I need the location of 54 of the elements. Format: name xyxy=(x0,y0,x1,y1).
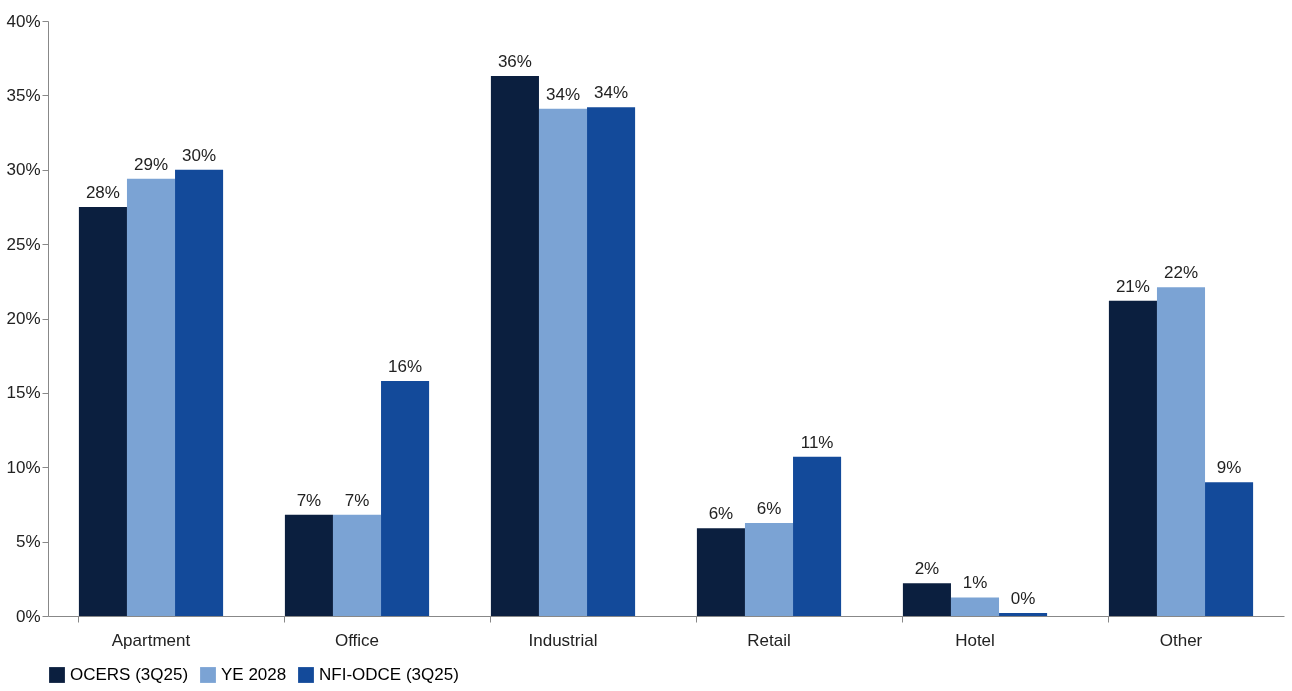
x-tick-label: Hotel xyxy=(955,630,995,650)
data-label: 22% xyxy=(1163,263,1199,283)
x-tick-label: Office xyxy=(334,630,380,650)
data-label: 1% xyxy=(962,573,988,593)
bar xyxy=(126,178,176,616)
x-tick-label: Other xyxy=(1159,630,1203,650)
data-label: 29% xyxy=(133,154,169,174)
data-label: 34% xyxy=(545,84,581,104)
y-tick-label: 30% xyxy=(6,160,41,180)
data-label: 28% xyxy=(85,182,120,202)
y-tick-label: 5% xyxy=(15,532,41,552)
bar xyxy=(78,206,127,616)
data-label: 7% xyxy=(344,490,370,510)
data-label: 11% xyxy=(800,432,834,452)
bar xyxy=(744,523,794,616)
data-label: 34% xyxy=(594,83,629,103)
bar xyxy=(587,107,636,616)
data-label: 7% xyxy=(296,490,322,510)
data-label: 6% xyxy=(708,504,734,524)
data-label: 0% xyxy=(1010,589,1036,609)
bar xyxy=(1156,287,1206,616)
data-label: 21% xyxy=(1115,276,1150,296)
x-tick-label: Retail xyxy=(747,630,791,650)
bar xyxy=(696,528,745,616)
x-tick-label: Apartment xyxy=(111,630,191,650)
bar xyxy=(538,108,588,616)
data-label: 36% xyxy=(497,52,532,72)
y-tick-label: 25% xyxy=(6,234,41,254)
bar xyxy=(793,456,842,616)
legend-label: NFI-ODCE (3Q25) xyxy=(319,665,459,684)
data-label: 2% xyxy=(914,559,940,579)
bar xyxy=(1108,300,1157,616)
bar xyxy=(490,76,539,616)
data-label: 16% xyxy=(388,356,423,376)
bar xyxy=(902,583,951,616)
bar xyxy=(381,380,430,616)
bar xyxy=(950,597,1000,616)
y-tick-label: 10% xyxy=(6,457,41,477)
x-tick-label: Industrial xyxy=(528,630,598,650)
legend-label: YE 2028 xyxy=(221,665,287,684)
bar xyxy=(1205,482,1254,616)
bar xyxy=(332,514,382,616)
y-tick-label: 35% xyxy=(6,85,41,105)
legend-label: OCERS (3Q25) xyxy=(70,665,189,684)
bar xyxy=(175,169,224,616)
bar xyxy=(999,613,1048,616)
data-label: 9% xyxy=(1216,458,1242,478)
data-label: 6% xyxy=(756,499,782,519)
data-label: 30% xyxy=(182,145,217,165)
y-tick-label: 0% xyxy=(15,606,41,626)
y-tick-label: 20% xyxy=(6,309,41,328)
bar xyxy=(284,514,333,616)
y-tick-label: 40% xyxy=(6,11,41,31)
y-tick-label: 15% xyxy=(6,383,41,403)
